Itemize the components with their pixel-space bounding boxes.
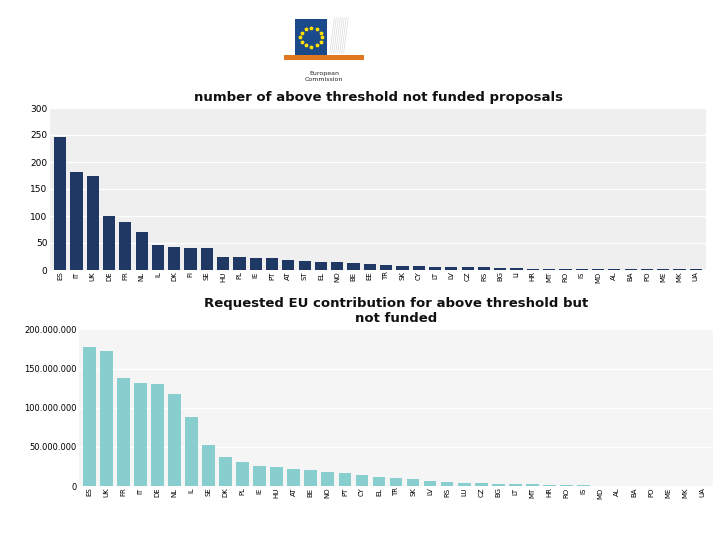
Bar xyxy=(641,269,653,270)
Bar xyxy=(185,417,198,486)
Bar xyxy=(168,247,181,270)
Bar xyxy=(338,474,351,486)
Bar xyxy=(217,256,229,270)
Bar xyxy=(510,268,523,270)
Bar xyxy=(407,479,420,486)
Bar xyxy=(266,258,278,270)
Bar xyxy=(690,269,702,270)
Bar xyxy=(348,263,360,270)
Bar xyxy=(71,172,83,270)
Bar xyxy=(284,56,364,60)
Bar xyxy=(592,269,604,270)
Bar xyxy=(543,485,556,486)
Bar xyxy=(429,267,441,270)
Bar xyxy=(184,248,197,270)
Bar xyxy=(673,269,685,270)
Text: European
Commission: European Commission xyxy=(305,71,343,82)
Bar xyxy=(474,483,487,486)
Bar xyxy=(396,266,408,270)
Bar xyxy=(657,269,670,270)
Bar xyxy=(103,216,115,270)
Bar xyxy=(201,248,213,270)
Bar xyxy=(494,268,506,270)
Bar xyxy=(527,269,539,270)
Bar xyxy=(322,472,334,486)
Bar xyxy=(462,267,474,270)
Bar xyxy=(305,470,318,486)
Bar xyxy=(250,258,262,270)
Bar xyxy=(413,266,425,270)
Bar xyxy=(372,477,385,486)
Bar xyxy=(120,222,132,270)
Bar xyxy=(151,384,164,486)
Bar xyxy=(458,483,470,486)
Bar xyxy=(423,481,436,486)
Bar xyxy=(220,457,232,486)
Bar xyxy=(577,485,590,486)
Bar xyxy=(478,267,490,270)
Bar xyxy=(253,465,266,486)
Legend: number of above threshold not funded proposals: number of above threshold not funded pro… xyxy=(263,347,493,363)
Bar xyxy=(560,485,572,486)
Bar xyxy=(168,394,181,486)
Bar xyxy=(100,352,113,486)
Bar xyxy=(134,383,147,486)
Bar xyxy=(152,245,164,270)
Bar xyxy=(608,269,621,270)
Bar xyxy=(236,462,249,486)
Bar xyxy=(331,262,343,270)
Bar xyxy=(83,347,96,486)
Bar xyxy=(526,484,539,486)
Bar xyxy=(299,261,311,270)
Bar xyxy=(509,484,521,486)
Title: Requested EU contribution for above threshold but
not funded: Requested EU contribution for above thre… xyxy=(204,298,588,326)
Bar xyxy=(380,265,392,270)
Bar xyxy=(287,469,300,486)
Bar xyxy=(390,478,402,486)
Bar xyxy=(295,19,328,56)
Bar xyxy=(117,378,130,486)
Bar xyxy=(233,257,246,270)
Bar xyxy=(54,137,66,270)
Bar xyxy=(575,269,588,270)
Bar xyxy=(543,269,555,270)
Bar xyxy=(492,484,505,486)
Bar xyxy=(364,264,376,270)
Bar xyxy=(86,176,99,270)
Bar xyxy=(135,232,148,270)
Bar xyxy=(315,262,327,270)
Text: Regional
Policy: Regional Policy xyxy=(336,512,384,534)
Bar xyxy=(271,467,283,486)
Bar xyxy=(356,475,369,486)
Title: number of above threshold not funded proposals: number of above threshold not funded pro… xyxy=(194,91,562,104)
Bar xyxy=(624,269,636,270)
Bar xyxy=(441,482,454,486)
Text: All cut-offs
Phase 1 + Phase 2: All cut-offs Phase 1 + Phase 2 xyxy=(512,21,698,62)
Bar xyxy=(445,267,457,270)
Bar xyxy=(559,269,572,270)
Bar xyxy=(202,446,215,486)
Bar xyxy=(282,260,294,270)
